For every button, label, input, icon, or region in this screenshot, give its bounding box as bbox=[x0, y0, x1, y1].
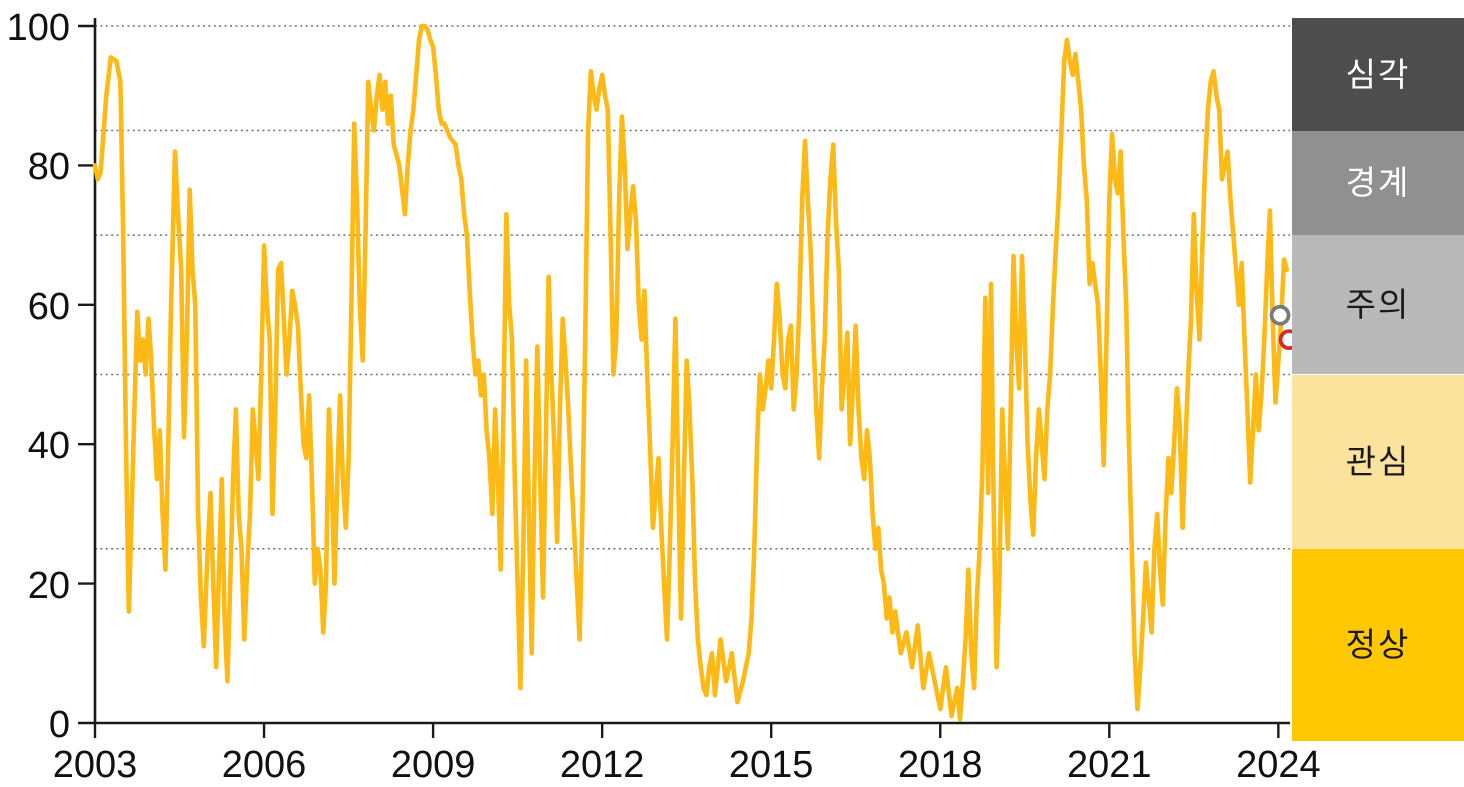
x-axis-label-2024: 2024 bbox=[1236, 744, 1321, 786]
axes bbox=[78, 18, 1290, 738]
y-axis-label-100: 100 bbox=[6, 7, 70, 49]
legend-band-3: 주의 bbox=[1292, 235, 1464, 375]
band-label: 관심 bbox=[1345, 443, 1411, 481]
y-axis-label-20: 20 bbox=[27, 564, 70, 607]
x-axis-label-2003: 2003 bbox=[52, 744, 138, 786]
y-axis-label-40: 40 bbox=[27, 425, 70, 468]
x-axis-label-2012: 2012 bbox=[559, 744, 645, 786]
legend-band-4: 관심 bbox=[1292, 374, 1464, 549]
y-axis-label-80: 80 bbox=[27, 146, 70, 189]
band-label: 정상 bbox=[1345, 626, 1411, 664]
y-axis-label-60: 60 bbox=[27, 285, 70, 328]
legend-band-2: 경계 bbox=[1292, 130, 1464, 236]
index-line-series bbox=[92, 23, 1290, 722]
legend-band-5: 정상 bbox=[1292, 548, 1464, 741]
x-axis-label-2015: 2015 bbox=[728, 744, 814, 786]
legend-band-1: 심각 bbox=[1292, 18, 1464, 131]
band-label: 주의 bbox=[1345, 286, 1411, 324]
band-label: 경계 bbox=[1345, 164, 1411, 202]
x-axis-label-2009: 2009 bbox=[390, 744, 476, 786]
x-axis-label-2021: 2021 bbox=[1067, 744, 1152, 786]
x-axis-label-2018: 2018 bbox=[897, 744, 983, 786]
band-label: 심각 bbox=[1345, 55, 1411, 93]
y-axis-label-0: 0 bbox=[48, 704, 70, 746]
x-axis-label-2006: 2006 bbox=[221, 744, 307, 786]
gray-circle-marker bbox=[1269, 304, 1291, 326]
index-line bbox=[92, 23, 1290, 722]
